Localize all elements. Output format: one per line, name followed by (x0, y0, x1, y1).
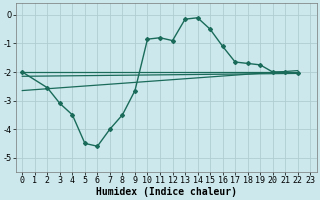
X-axis label: Humidex (Indice chaleur): Humidex (Indice chaleur) (96, 186, 237, 197)
